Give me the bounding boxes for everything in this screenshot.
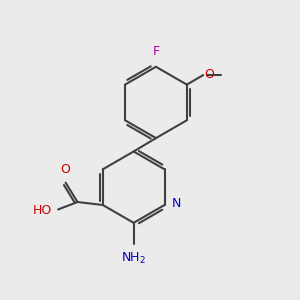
Text: F: F [152,45,160,58]
Text: O: O [60,163,70,176]
Text: NH$_2$: NH$_2$ [121,251,146,266]
Text: O: O [204,68,214,81]
Text: HO: HO [32,204,52,218]
Text: N: N [172,197,181,210]
